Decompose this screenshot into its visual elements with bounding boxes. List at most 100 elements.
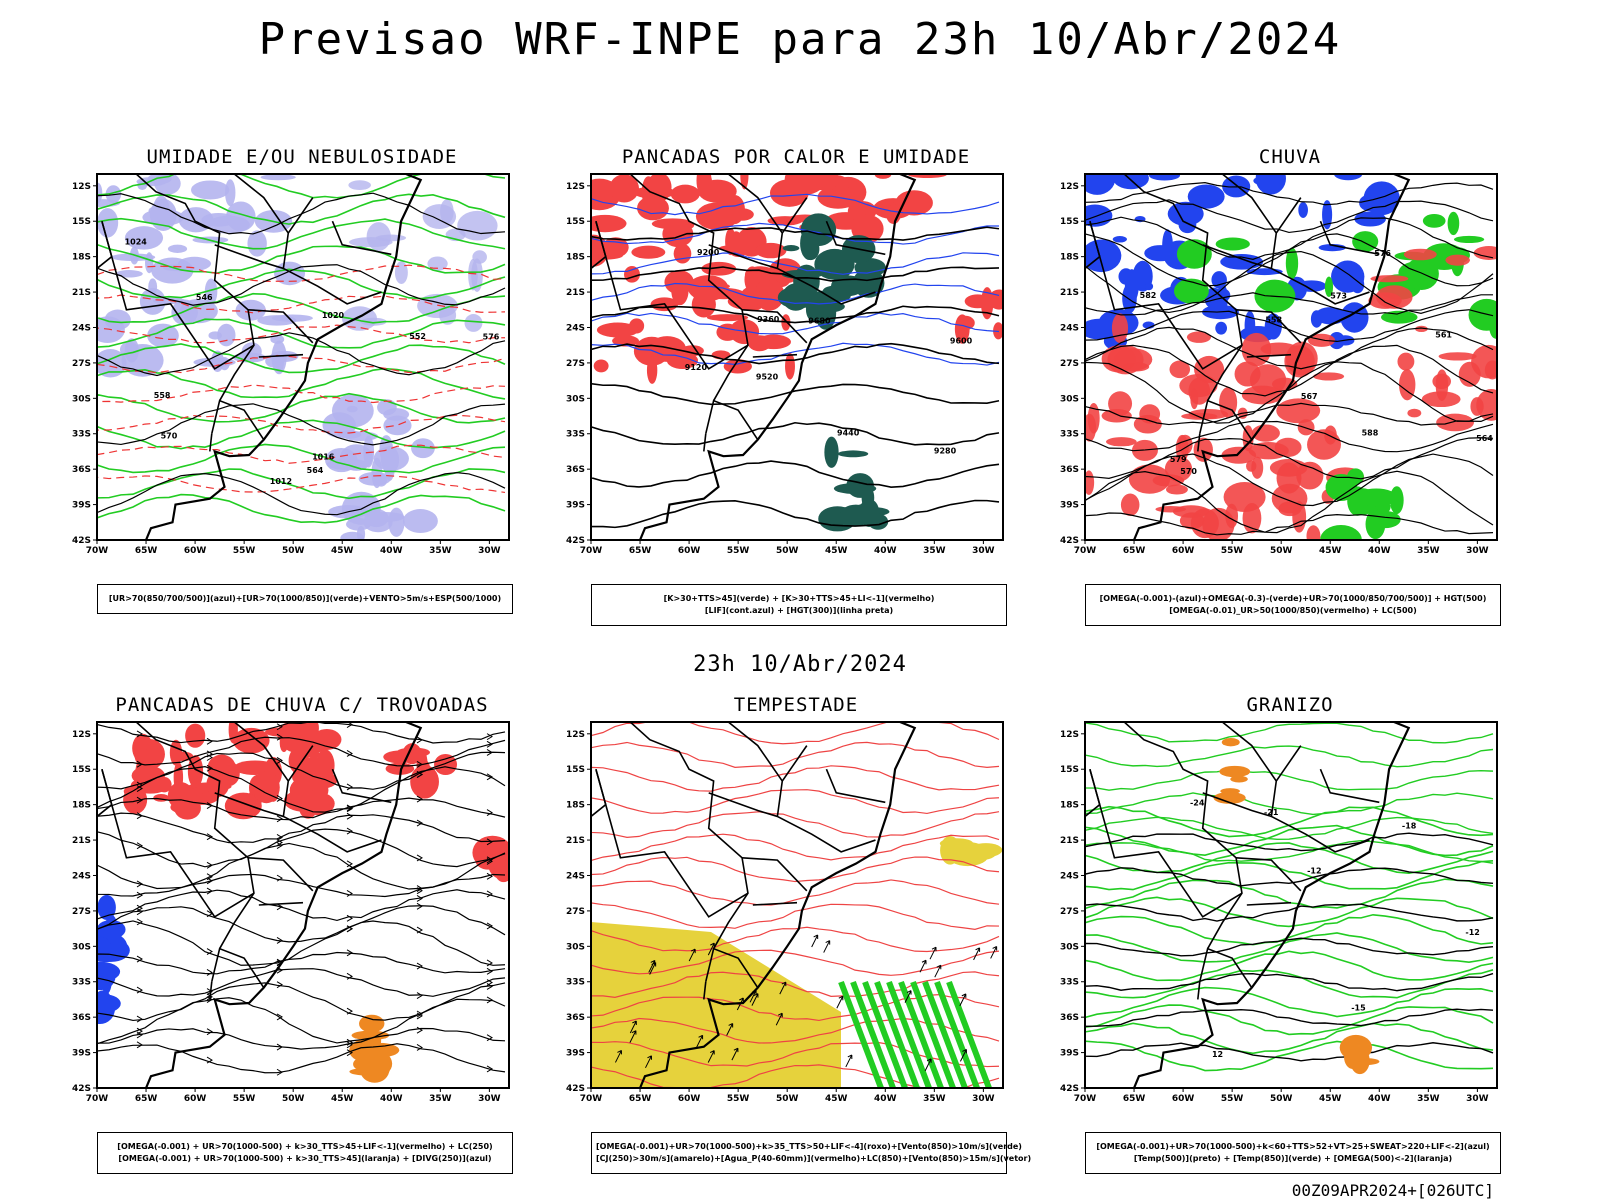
wind-vector bbox=[645, 1055, 652, 1069]
lon-label: 40W bbox=[380, 1094, 403, 1104]
temp850-contour bbox=[1085, 842, 1494, 874]
streamline bbox=[97, 766, 506, 813]
streamline bbox=[97, 736, 506, 767]
wind-vector bbox=[648, 959, 656, 973]
instability-red-area bbox=[673, 243, 692, 264]
streamline-arrow bbox=[416, 962, 423, 970]
precip-water-contour bbox=[591, 926, 1000, 953]
streamline-arrow bbox=[136, 1031, 143, 1039]
lat-label: 33S bbox=[72, 430, 91, 440]
legend-line-1: [OMEGA(-0.001) + UR>70(1000-500) + k>30_… bbox=[117, 1142, 493, 1151]
temp500-contour bbox=[1085, 903, 1494, 922]
streamline bbox=[97, 873, 506, 898]
omega-green-area bbox=[1468, 298, 1497, 331]
plot-area: 588 582 579 576 573 570 567 564 561 558 bbox=[1085, 174, 1497, 540]
lon-label: 45W bbox=[825, 1094, 848, 1104]
state-border bbox=[97, 769, 113, 818]
humidity-blue-area bbox=[111, 253, 156, 262]
contour-label: -24 bbox=[1190, 799, 1205, 808]
rain-red-area bbox=[1169, 360, 1191, 379]
instability-red-area bbox=[993, 322, 1003, 340]
streamline-arrow bbox=[416, 887, 423, 895]
precip-water-contour bbox=[591, 722, 1000, 745]
streamline-arrow bbox=[136, 891, 143, 899]
omega-blue-area bbox=[1112, 236, 1127, 243]
lat-label: 36S bbox=[566, 465, 585, 475]
omega-green-area bbox=[1176, 239, 1212, 269]
humidity-green-contour bbox=[97, 392, 506, 424]
lat-label: 21S bbox=[72, 836, 91, 846]
state-border bbox=[331, 220, 392, 256]
map-chuva: 588 582 579 576 573 570 567 564 561 558 12S 15S 18S 2… bbox=[1060, 173, 1498, 556]
state-border bbox=[233, 174, 289, 234]
state-border bbox=[629, 174, 749, 402]
state-border bbox=[752, 901, 798, 906]
rain-red-area bbox=[1194, 355, 1225, 384]
thunder-red-area bbox=[434, 753, 458, 776]
lat-label: 36S bbox=[1060, 465, 1079, 475]
wind-vector bbox=[696, 1034, 704, 1048]
state-border bbox=[727, 174, 783, 234]
lon-label: 35W bbox=[1417, 1094, 1440, 1104]
streamline-arrow bbox=[276, 839, 283, 846]
thickness-contour bbox=[97, 444, 506, 464]
contour-label: 1020 bbox=[322, 311, 345, 320]
omega-green-area bbox=[1285, 247, 1299, 280]
instability-red-area bbox=[831, 184, 851, 206]
panel-title: GRANIZO bbox=[1246, 694, 1334, 716]
rain-red-area bbox=[1476, 389, 1497, 421]
legend-line-1: [K>30+TTS>45](verde) + [K>30+TTS>45+LI<-… bbox=[663, 594, 935, 603]
rain-red-area bbox=[1473, 246, 1497, 260]
state-border bbox=[742, 856, 808, 892]
wind-vector bbox=[629, 1020, 637, 1034]
lon-label: 65W bbox=[1123, 1094, 1146, 1104]
rain-red-area bbox=[1484, 360, 1497, 380]
instability-red-area bbox=[706, 314, 749, 322]
instability-green-area bbox=[833, 483, 877, 495]
contour-label: 9680 bbox=[808, 316, 831, 325]
state-border bbox=[1246, 901, 1292, 906]
pressure-contour bbox=[97, 192, 506, 235]
instability-green-area bbox=[782, 283, 810, 311]
contour-label: 558 bbox=[1265, 315, 1282, 324]
lon-label: 60W bbox=[678, 1094, 701, 1104]
rain-red-area bbox=[1397, 352, 1415, 371]
streamline-arrow bbox=[136, 1041, 143, 1049]
streamline-arrow bbox=[136, 760, 143, 768]
state-border bbox=[776, 197, 876, 305]
lat-label: 36S bbox=[1060, 1013, 1079, 1023]
lat-label: 15S bbox=[72, 765, 91, 775]
lon-label: 65W bbox=[1123, 546, 1146, 556]
lon-label: 30W bbox=[478, 546, 501, 556]
lat-label: 18S bbox=[72, 801, 91, 811]
thunder-red-area bbox=[157, 777, 172, 793]
state-border bbox=[135, 722, 255, 950]
streamline-arrow bbox=[136, 730, 143, 738]
pressure-contour bbox=[97, 332, 506, 377]
lon-label: 60W bbox=[1172, 1094, 1195, 1104]
rain-red-area bbox=[1278, 501, 1302, 517]
streamline-arrow bbox=[206, 887, 213, 895]
lat-label: 42S bbox=[1060, 536, 1079, 546]
hgt300-contour bbox=[591, 382, 1000, 406]
rain-red-area bbox=[1186, 331, 1212, 343]
streamline-arrow bbox=[206, 988, 213, 996]
humidity-blue-area bbox=[356, 526, 366, 540]
streamline-arrow bbox=[276, 757, 283, 764]
rain-red-area bbox=[1128, 464, 1171, 494]
omega-green-area bbox=[1320, 524, 1362, 540]
precip-water-contour bbox=[591, 1064, 1000, 1088]
lat-label: 27S bbox=[566, 907, 585, 917]
humidity-blue-area bbox=[402, 509, 438, 533]
lat-label: 12S bbox=[1060, 182, 1079, 192]
map-frame bbox=[590, 173, 1004, 541]
legend-box: [OMEGA(-0.001)+UR>70(1000-500)+k>35_TTS>… bbox=[591, 1132, 1031, 1174]
streamline-arrow bbox=[346, 827, 353, 835]
streamline-arrow bbox=[206, 802, 213, 809]
humidity-green-contour bbox=[97, 443, 506, 474]
instability-green-area bbox=[840, 504, 872, 527]
lat-label: 42S bbox=[1060, 1084, 1079, 1094]
rain-red-area bbox=[1111, 313, 1129, 343]
lat-label: 30S bbox=[566, 942, 585, 952]
lat-label: 42S bbox=[566, 536, 585, 546]
